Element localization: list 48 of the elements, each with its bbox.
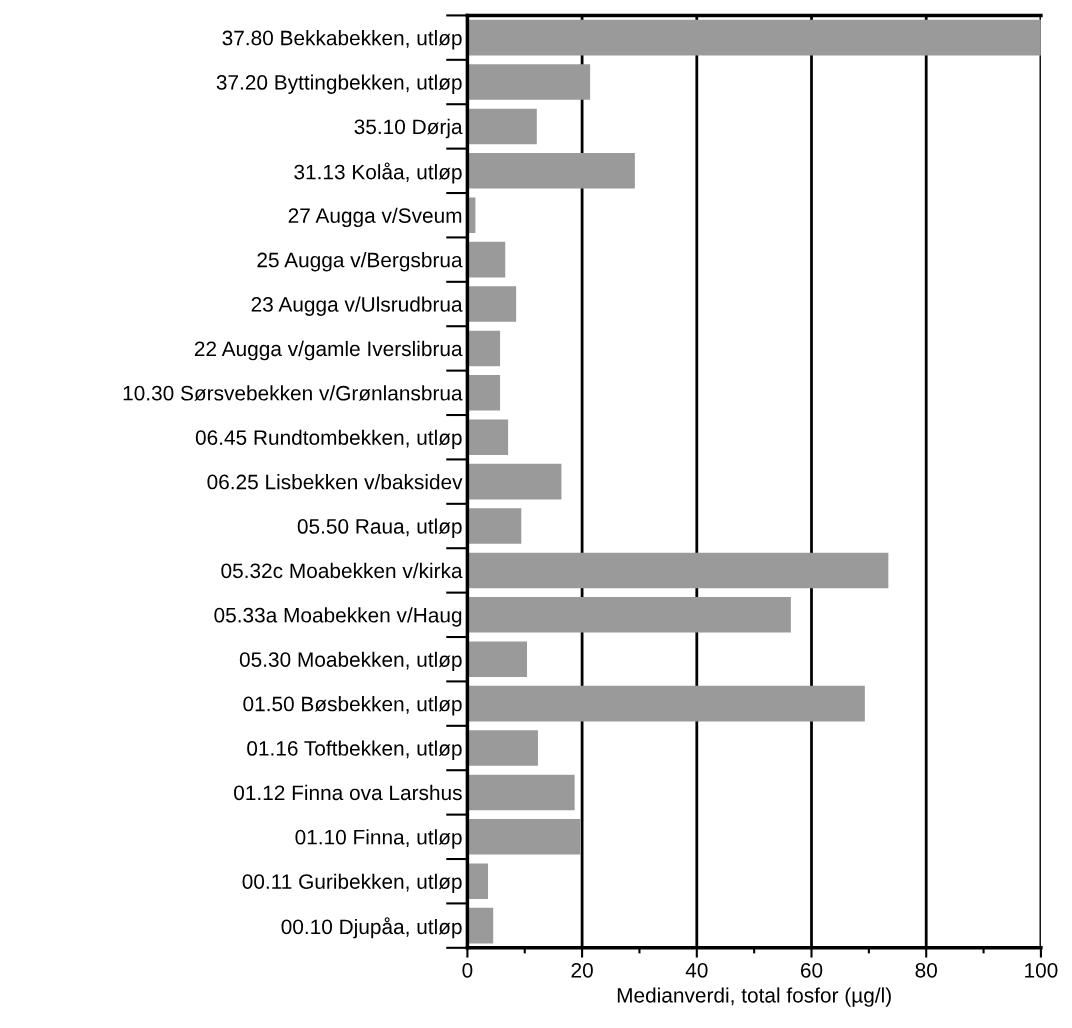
y-tick-label: 01.50 Bøsbekken, utløp — [243, 696, 462, 716]
y-tick-label: 31.13 Kolåa, utløp — [294, 162, 462, 184]
y-tick-label: 06.25 Lisbekken v/baksidev — [207, 474, 463, 490]
bar — [467, 508, 522, 544]
y-tick-label: 01.12 Finna ova Larshus — [234, 784, 462, 801]
y-tick-label: 27 Augga v/Sveum — [288, 207, 462, 228]
x-tick-label: 60 — [800, 962, 823, 978]
x-tick-label: 100 — [1025, 962, 1058, 978]
bar — [467, 730, 538, 766]
y-tick-label: 37.80 Bekkabekken, utløp — [222, 30, 462, 50]
x-tick-label: 0 — [462, 962, 473, 978]
y-tick-label: 25 Augga v/Bergsbrua — [257, 252, 463, 272]
y-tick-label: 00.10 Djupåa, utløp — [281, 917, 462, 939]
bar — [467, 153, 635, 189]
bar — [467, 907, 494, 944]
y-tick-label: 10.30 Sørsvebekken v/Grønlansbrua — [123, 385, 463, 401]
bar — [467, 819, 581, 855]
y-tick-label: 05.50 Raua, utløp — [297, 518, 462, 538]
x-axis-title: Medianverdi, total fosfor (µg/l) — [617, 987, 891, 1007]
bar — [467, 286, 517, 322]
bar — [467, 463, 562, 500]
bar — [467, 375, 501, 411]
bar — [467, 863, 489, 899]
y-tick-label: 22 Augga v/gamle Iverslibrua — [194, 340, 463, 361]
bar — [467, 419, 509, 455]
y-tick-label: 05.33a Moabekken v/Haug — [214, 607, 462, 627]
y-tick-label: 00.11 Guribekken, utløp — [242, 873, 462, 894]
y-tick-label: 23 Augga v/Ulsrudbrua — [251, 296, 463, 316]
y-tick-label: 05.32c Moabekken v/kirka — [221, 562, 463, 579]
bar — [467, 330, 501, 367]
bar — [467, 597, 791, 633]
x-tick-label: 80 — [915, 962, 937, 978]
bar — [467, 108, 537, 145]
bar — [467, 774, 575, 811]
bar — [467, 19, 1041, 56]
bar — [467, 64, 591, 100]
bar — [467, 685, 865, 722]
bar — [467, 641, 528, 677]
y-tick-label: 01.10 Finna, utløp — [295, 829, 462, 849]
y-tick-label: 35.10 Dørja — [354, 118, 463, 139]
y-tick-label: 05.30 Moabekken, utløp — [239, 651, 462, 672]
x-tick-label: 40 — [685, 962, 708, 978]
y-tick-label: 01.16 Toftbekken, utløp — [247, 740, 462, 760]
y-tick-label: 06.45 Rundtombekken, utløp — [195, 429, 462, 450]
x-tick-label: 20 — [571, 962, 593, 978]
y-tick-label: 37.20 Byttingbekken, utløp — [216, 74, 462, 94]
bar — [467, 241, 506, 278]
bar — [467, 552, 889, 589]
